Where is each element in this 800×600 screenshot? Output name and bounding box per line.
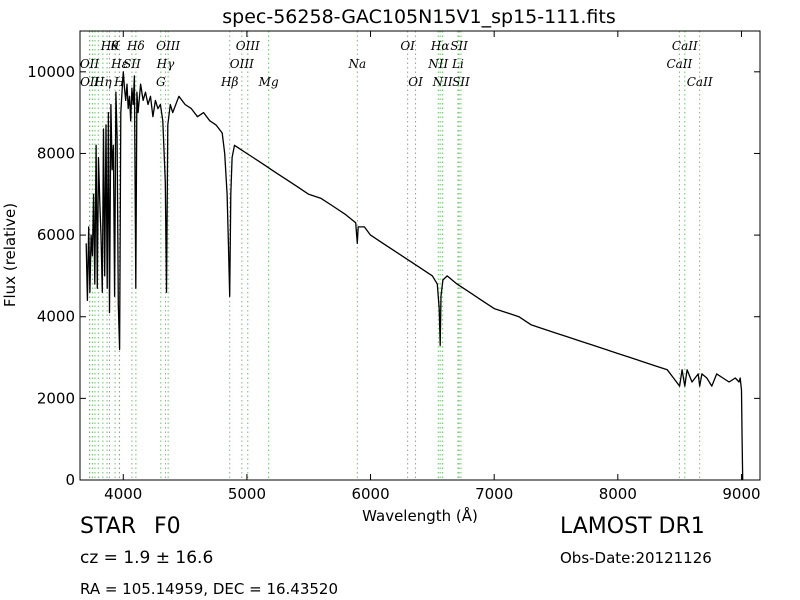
line-label: OIII	[156, 39, 180, 53]
line-label: Hη	[93, 75, 112, 89]
line-label: G	[156, 75, 166, 89]
line-label: SII	[452, 75, 470, 89]
redshift-text: cz = 1.9 ± 16.6	[80, 548, 214, 568]
line-label: OIII	[236, 39, 260, 53]
line-label: Hε	[110, 57, 128, 71]
observation-date: Obs-Date:20121126	[560, 549, 712, 567]
line-label: OII	[80, 75, 100, 89]
x-tick-label: 9000	[722, 485, 760, 503]
x-tick-label: 8000	[599, 485, 637, 503]
coordinates-text: RA = 105.14959, DEC = 16.43520	[80, 580, 339, 598]
x-tick-label: 6000	[351, 485, 389, 503]
line-label: Li	[451, 57, 464, 71]
line-label: Hδ	[126, 39, 145, 53]
chart-title: spec-56258-GAC105N15V1_sp15-111.fits	[222, 6, 615, 28]
line-label: OIII	[230, 57, 254, 71]
x-tick-label: 5000	[228, 485, 266, 503]
axis-ticks: 4000 5000 6000 7000 8000 9000 0 2000 4000 6000 800…	[27, 31, 761, 503]
subclass-label: F0	[154, 514, 181, 539]
line-label: Mg	[258, 75, 279, 89]
line-label: SII	[450, 39, 468, 53]
line-label: OI	[400, 39, 415, 53]
line-label: K	[110, 39, 121, 53]
survey-label: LAMOST DR1	[560, 514, 705, 539]
object-class: STAR F0	[80, 514, 181, 539]
y-tick-label: 2000	[37, 389, 75, 407]
plot-frame	[79, 30, 761, 481]
line-label: SII	[123, 57, 141, 71]
line-label: Hγ	[156, 57, 175, 71]
y-tick-label: 4000	[37, 308, 75, 326]
line-label: Hθ	[100, 39, 119, 53]
line-label: Hβ	[220, 75, 238, 89]
y-tick-label: 8000	[37, 144, 75, 162]
line-label: Hα	[430, 39, 450, 53]
y-tick-label: 0	[65, 471, 75, 489]
line-label: Na	[347, 57, 366, 71]
line-label: NII	[432, 75, 453, 89]
line-label: OII	[80, 57, 100, 71]
line-label: OI	[408, 75, 423, 89]
y-tick-label: 10000	[27, 63, 75, 81]
y-tick-label: 6000	[37, 226, 75, 244]
x-tick-label: 4000	[104, 485, 142, 503]
spectral-line-markers	[89, 31, 701, 480]
spectral-line-labels: OIIOIIHηHθKHεHSIIHδGHγOIIIHβOIIIOIIIMgNa…	[80, 39, 713, 89]
line-label: CaII	[687, 75, 713, 89]
spectrum-line	[85, 71, 744, 481]
y-axis-label: Flux (relative)	[1, 203, 19, 307]
line-label: CaII	[666, 57, 692, 71]
line-label: CaII	[672, 39, 698, 53]
x-tick-label: 7000	[475, 485, 513, 503]
class-label: STAR	[80, 514, 137, 539]
x-axis-label: Wavelength (Å)	[362, 506, 478, 525]
line-label: NII	[427, 57, 448, 71]
